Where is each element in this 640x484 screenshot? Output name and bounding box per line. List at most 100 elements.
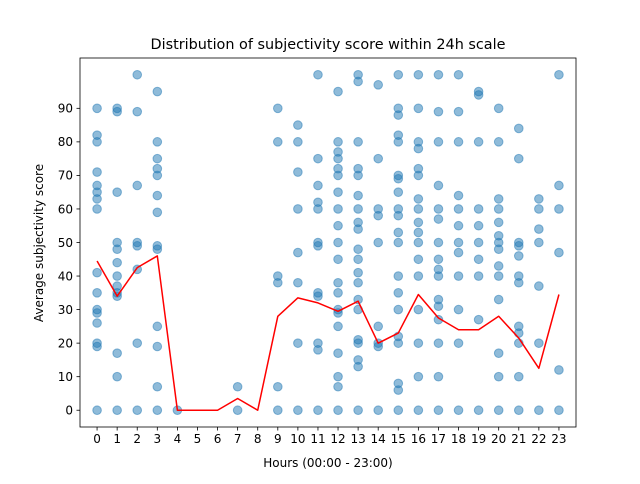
scatter-point <box>132 237 143 248</box>
y-tick-label: 40 <box>58 269 73 283</box>
scatter-point <box>393 304 404 315</box>
scatter-point <box>433 204 444 214</box>
scatter-point <box>112 348 122 359</box>
scatter-point <box>554 365 564 375</box>
scatter-point <box>353 204 363 214</box>
scatter-point <box>232 381 243 392</box>
scatter-point <box>373 153 384 164</box>
scatter-point <box>493 405 504 416</box>
scatter-point <box>413 254 424 265</box>
scatter-point <box>534 194 544 204</box>
scatter-point <box>373 405 384 416</box>
scatter-point <box>92 405 102 416</box>
scatter-point <box>333 220 343 231</box>
scatter-point <box>132 69 143 80</box>
x-tick-label: 10 <box>290 432 305 446</box>
scatter-point <box>493 194 504 204</box>
scatter-point <box>453 304 464 315</box>
scatter-point <box>513 405 524 416</box>
scatter-point <box>273 137 283 147</box>
scatter-point <box>373 237 384 248</box>
scatter-point <box>493 230 504 241</box>
x-tick-label: 19 <box>471 432 486 446</box>
scatter-point <box>333 254 343 265</box>
x-tick-label: 0 <box>93 432 101 446</box>
scatter-point <box>333 277 343 288</box>
scatter-point <box>534 405 544 416</box>
x-tick-label: 14 <box>371 432 386 446</box>
scatter-point <box>453 69 464 80</box>
scatter-point <box>393 227 404 238</box>
scatter-point <box>333 137 343 147</box>
scatter-point <box>313 288 323 298</box>
scatter-point <box>92 180 102 191</box>
scatter-point <box>393 69 404 80</box>
scatter-point <box>313 338 323 348</box>
scatter-point <box>413 69 424 80</box>
scatter-point <box>112 271 122 281</box>
scatter-point <box>413 304 424 315</box>
scatter-point <box>353 355 363 365</box>
scatter-point <box>293 247 303 258</box>
scatter-point <box>293 338 303 348</box>
scatter-point <box>353 190 363 201</box>
x-tick-label: 18 <box>451 432 466 446</box>
scatter-point <box>473 86 484 97</box>
scatter-point <box>534 338 544 348</box>
scatter-point <box>132 405 143 416</box>
scatter-point <box>92 204 102 214</box>
scatter-point <box>353 405 363 416</box>
x-tick-label: 13 <box>350 432 365 446</box>
x-tick-label: 5 <box>194 432 202 446</box>
scatter-point <box>313 69 323 80</box>
scatter-point <box>152 153 163 164</box>
y-tick-label: 10 <box>58 370 73 384</box>
scatter-point <box>373 80 384 90</box>
scatter-point <box>493 103 504 114</box>
y-axis-label: Average subjectivity score <box>32 164 46 322</box>
scatter-point <box>534 204 544 214</box>
scatter-point <box>152 341 163 352</box>
scatter-point <box>433 237 444 248</box>
scatter-point <box>393 237 404 248</box>
scatter-point <box>353 137 363 147</box>
scatter-point <box>473 204 484 214</box>
x-tick-label: 23 <box>551 432 566 446</box>
scatter-point <box>333 237 343 248</box>
line-series <box>96 255 560 411</box>
scatter-point <box>473 137 484 147</box>
scatter-point <box>92 304 102 315</box>
scatter-point <box>453 247 464 258</box>
scatter-point <box>534 281 544 291</box>
x-tick-label: 6 <box>214 432 222 446</box>
scatter-point <box>112 187 122 197</box>
scatter-point <box>293 204 303 214</box>
scatter-point <box>353 163 363 174</box>
scatter-point <box>554 180 564 191</box>
y-tick-label: 80 <box>58 135 73 149</box>
scatter-point <box>493 271 504 281</box>
x-axis-ticks: 0 1 2 3 4 5 6 7 8 9 10 11 12 13 14 15 16 17 18 19 20 21 22 23 <box>93 427 567 446</box>
scatter-point <box>293 405 303 416</box>
scatter-point <box>433 106 444 117</box>
scatter-point <box>433 137 444 147</box>
x-tick-label: 9 <box>274 432 282 446</box>
scatter-point <box>453 137 464 147</box>
scatter-point <box>413 194 424 204</box>
scatter-point <box>333 371 343 382</box>
scatter-point <box>112 237 122 248</box>
scatter-point <box>413 217 424 228</box>
scatter-point <box>413 237 424 248</box>
scatter-point <box>112 103 122 114</box>
scatter-point <box>313 237 323 248</box>
scatter-point <box>433 371 444 382</box>
scatter-point <box>92 267 102 278</box>
scatter-point <box>453 338 464 348</box>
scatter-point <box>493 217 504 228</box>
scatter-point <box>353 277 363 288</box>
scatter-point <box>152 405 163 416</box>
scatter-point <box>152 381 163 392</box>
scatter-point <box>393 103 404 114</box>
y-tick-label: 90 <box>58 102 73 116</box>
